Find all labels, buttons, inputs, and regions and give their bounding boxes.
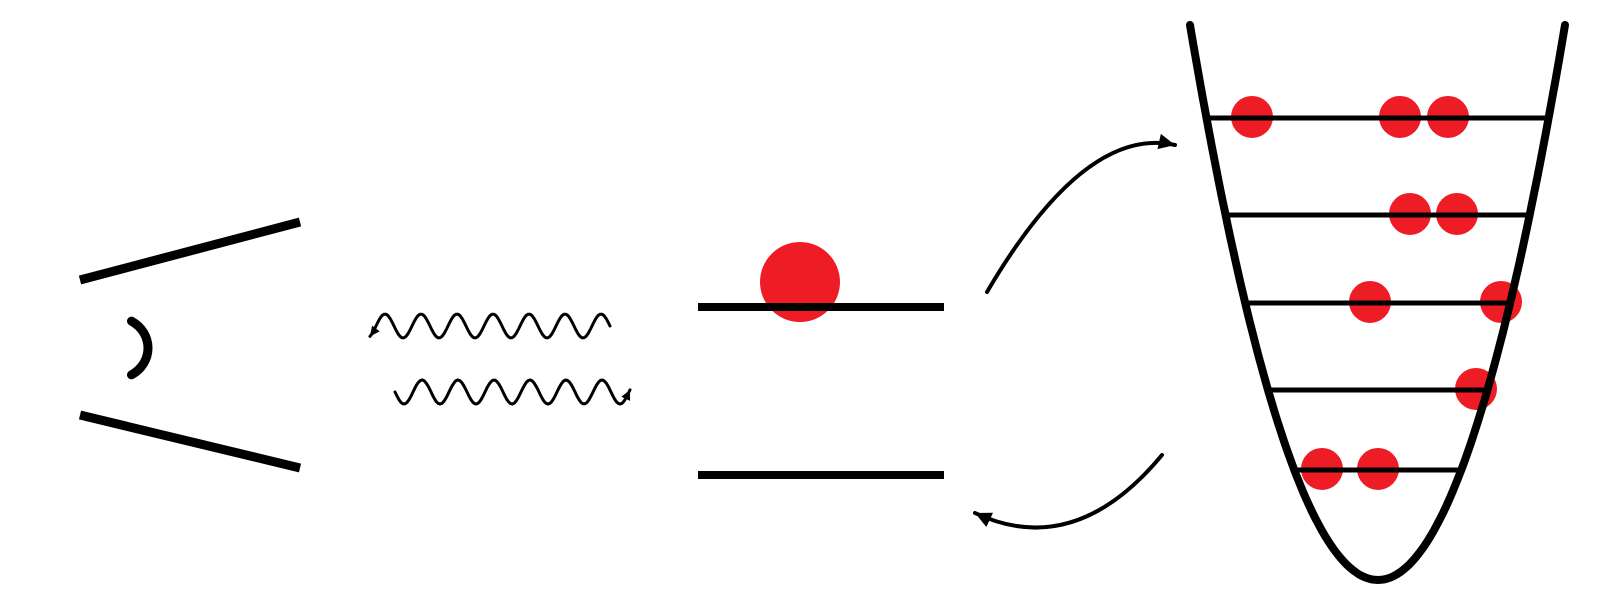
diagram-svg bbox=[0, 0, 1600, 600]
diagram-root bbox=[0, 0, 1600, 600]
